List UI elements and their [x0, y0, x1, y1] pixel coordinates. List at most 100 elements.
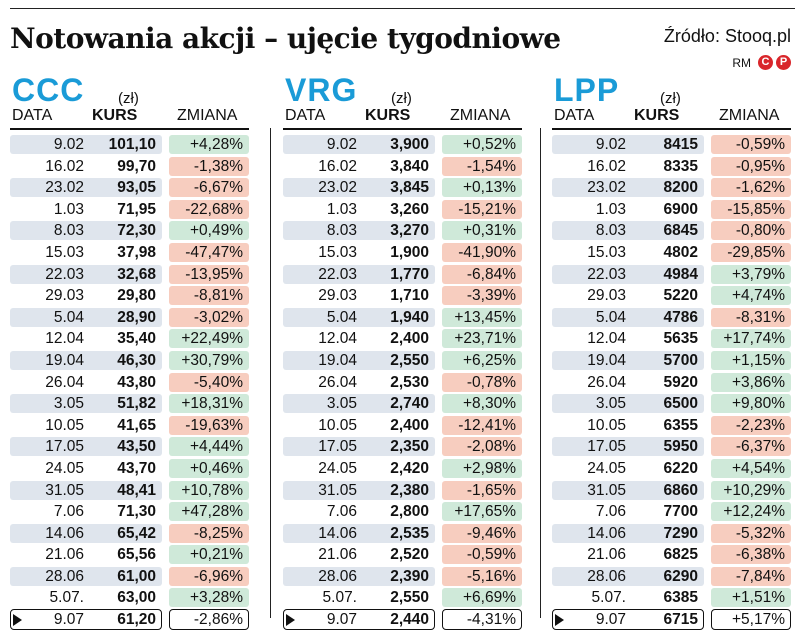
cell-kurs: 4984	[632, 264, 704, 284]
cell-date: 16.02	[318, 157, 357, 175]
table-row: 17.05 2,350 -2,08%	[283, 436, 522, 458]
cell-zmiana: -3,39%	[442, 286, 522, 306]
cell-kurs: 43,50	[90, 437, 162, 457]
column-header-kurs: KURS	[92, 107, 138, 124]
table-row: 10.05 2,400 -12,41%	[283, 415, 522, 437]
table-body: 9.02 3,900 +0,52% 16.02 3,840 -1,54% 23.02 3,84…	[283, 134, 522, 631]
cell-kurs: 6500	[632, 394, 704, 414]
cell-date: 5.04	[283, 307, 363, 327]
cell-zmiana: -0,80%	[711, 221, 791, 241]
cell-zmiana: +0,31%	[442, 221, 522, 241]
table-row: 1.03 3,260 -15,21%	[283, 199, 522, 221]
table-row: 5.04 28,90 -3,02%	[10, 307, 249, 329]
cell-date: 8.03	[552, 221, 632, 241]
cell-date: 9.02	[283, 135, 363, 154]
table-row: 15.03 37,98 -47,47%	[10, 242, 249, 264]
table-row: 9.07 61,20 -2,86%	[10, 609, 249, 631]
cell-date: 31.05	[283, 480, 363, 500]
cell-date: 23.02	[283, 178, 363, 198]
cell-date: 12.04	[45, 330, 84, 348]
table-row: 1.03 6900 -15,85%	[552, 199, 791, 221]
cell-kurs: 1,770	[363, 264, 435, 284]
cell-date: 17.05	[552, 437, 632, 457]
table-row: 12.04 2,400 +23,71%	[283, 328, 522, 350]
table-row: 19.04 46,30 +30,79%	[10, 350, 249, 372]
table-row: 14.06 2,535 -9,46%	[283, 523, 522, 545]
table-row: 19.04 2,550 +6,25%	[283, 350, 522, 372]
cell-kurs: 2,400	[390, 330, 429, 348]
table-row: 26.04 5920 +3,86%	[552, 372, 791, 394]
cell-kurs: 2,350	[363, 437, 435, 457]
cell-kurs: 32,68	[90, 264, 162, 284]
cell-date: 31.05	[10, 480, 90, 500]
table-row: 24.05 43,70 +0,46%	[10, 458, 249, 480]
cell-date: 29.03	[318, 287, 357, 305]
cell-zmiana: +12,24%	[711, 502, 791, 522]
cell-kurs: 6900	[663, 200, 698, 218]
cell-date: 14.06	[10, 523, 90, 543]
cell-date: 26.04	[587, 373, 626, 391]
cell-date: 21.06	[318, 546, 357, 564]
table-row: 17.05 43,50 +4,44%	[10, 436, 249, 458]
table-row: 24.05 6220 +4,54%	[552, 458, 791, 480]
cell-date: 16.02	[45, 157, 84, 175]
cell-zmiana: -12,41%	[442, 415, 522, 435]
table-row: 5.04 1,940 +13,45%	[283, 307, 522, 329]
cell-date: 5.07.	[49, 589, 84, 607]
ticker-label: VRG	[285, 72, 358, 108]
publisher-logo: RM C P	[732, 55, 791, 70]
cell-date: 7.06	[53, 503, 84, 521]
cell-kurs: 8200	[632, 178, 704, 198]
cell-kurs: 4786	[632, 307, 704, 327]
cell-date: 19.04	[283, 350, 363, 370]
table-row: 23.02 93,05 -6,67%	[10, 177, 249, 199]
cell-kurs: 7700	[663, 503, 698, 521]
table-row: 29.03 29,80 -8,81%	[10, 285, 249, 307]
table-row: 7.06 7700 +12,24%	[552, 501, 791, 523]
table-row: 8.03 72,30 +0,49%	[10, 220, 249, 242]
cell-zmiana: -0,59%	[711, 135, 791, 154]
cell-kurs: 6715	[663, 611, 698, 629]
cell-zmiana: -22,68%	[169, 199, 249, 219]
cell-zmiana: +10,29%	[711, 480, 791, 500]
cell-zmiana: -0,78%	[442, 372, 522, 392]
table-row: 3.05 51,82 +18,31%	[10, 393, 249, 415]
cell-zmiana: +0,49%	[169, 221, 249, 241]
table-row: 10.05 6355 -2,23%	[552, 415, 791, 437]
table-row: 5.04 4786 -8,31%	[552, 307, 791, 329]
latest-change-frame	[442, 609, 522, 631]
cell-kurs: 35,40	[117, 330, 156, 348]
source-label: Źródło: Stooq.pl	[663, 26, 791, 46]
cell-zmiana: -6,96%	[169, 566, 249, 586]
cell-date: 5.04	[552, 307, 632, 327]
cell-zmiana: +1,15%	[711, 350, 791, 370]
cell-kurs: 71,95	[117, 200, 156, 218]
column-divider	[270, 128, 271, 618]
cell-kurs: 101,10	[90, 135, 162, 154]
cell-zmiana: -5,32%	[711, 523, 791, 543]
cell-zmiana: +0,13%	[442, 178, 522, 198]
table-row: 22.03 4984 +3,79%	[552, 264, 791, 286]
cell-kurs: 5635	[663, 330, 698, 348]
table-row: 3.05 6500 +9,80%	[552, 393, 791, 415]
table-row: 22.03 32,68 -13,95%	[10, 264, 249, 286]
cell-date: 5.07.	[591, 589, 626, 607]
cell-kurs: 37,98	[117, 243, 156, 261]
cell-kurs: 2,520	[390, 546, 429, 564]
cell-kurs: 43,70	[117, 459, 156, 477]
table-row: 17.05 5950 -6,37%	[552, 436, 791, 458]
cell-kurs: 61,20	[117, 611, 156, 629]
cell-zmiana: +6,69%	[442, 588, 522, 608]
cell-date: 8.03	[283, 221, 363, 241]
cell-date: 29.03	[45, 287, 84, 305]
cell-date: 17.05	[10, 437, 90, 457]
cell-date: 28.06	[552, 566, 632, 586]
cell-date: 10.05	[318, 416, 357, 434]
cell-kurs: 5220	[663, 287, 698, 305]
cell-kurs: 41,65	[117, 416, 156, 434]
cell-zmiana: +3,28%	[169, 588, 249, 608]
cell-zmiana: -5,16%	[442, 566, 522, 586]
cell-zmiana: -6,38%	[711, 545, 791, 565]
cell-zmiana: -2,23%	[711, 415, 791, 435]
column-header-zmiana: ZMIANA	[177, 107, 238, 124]
